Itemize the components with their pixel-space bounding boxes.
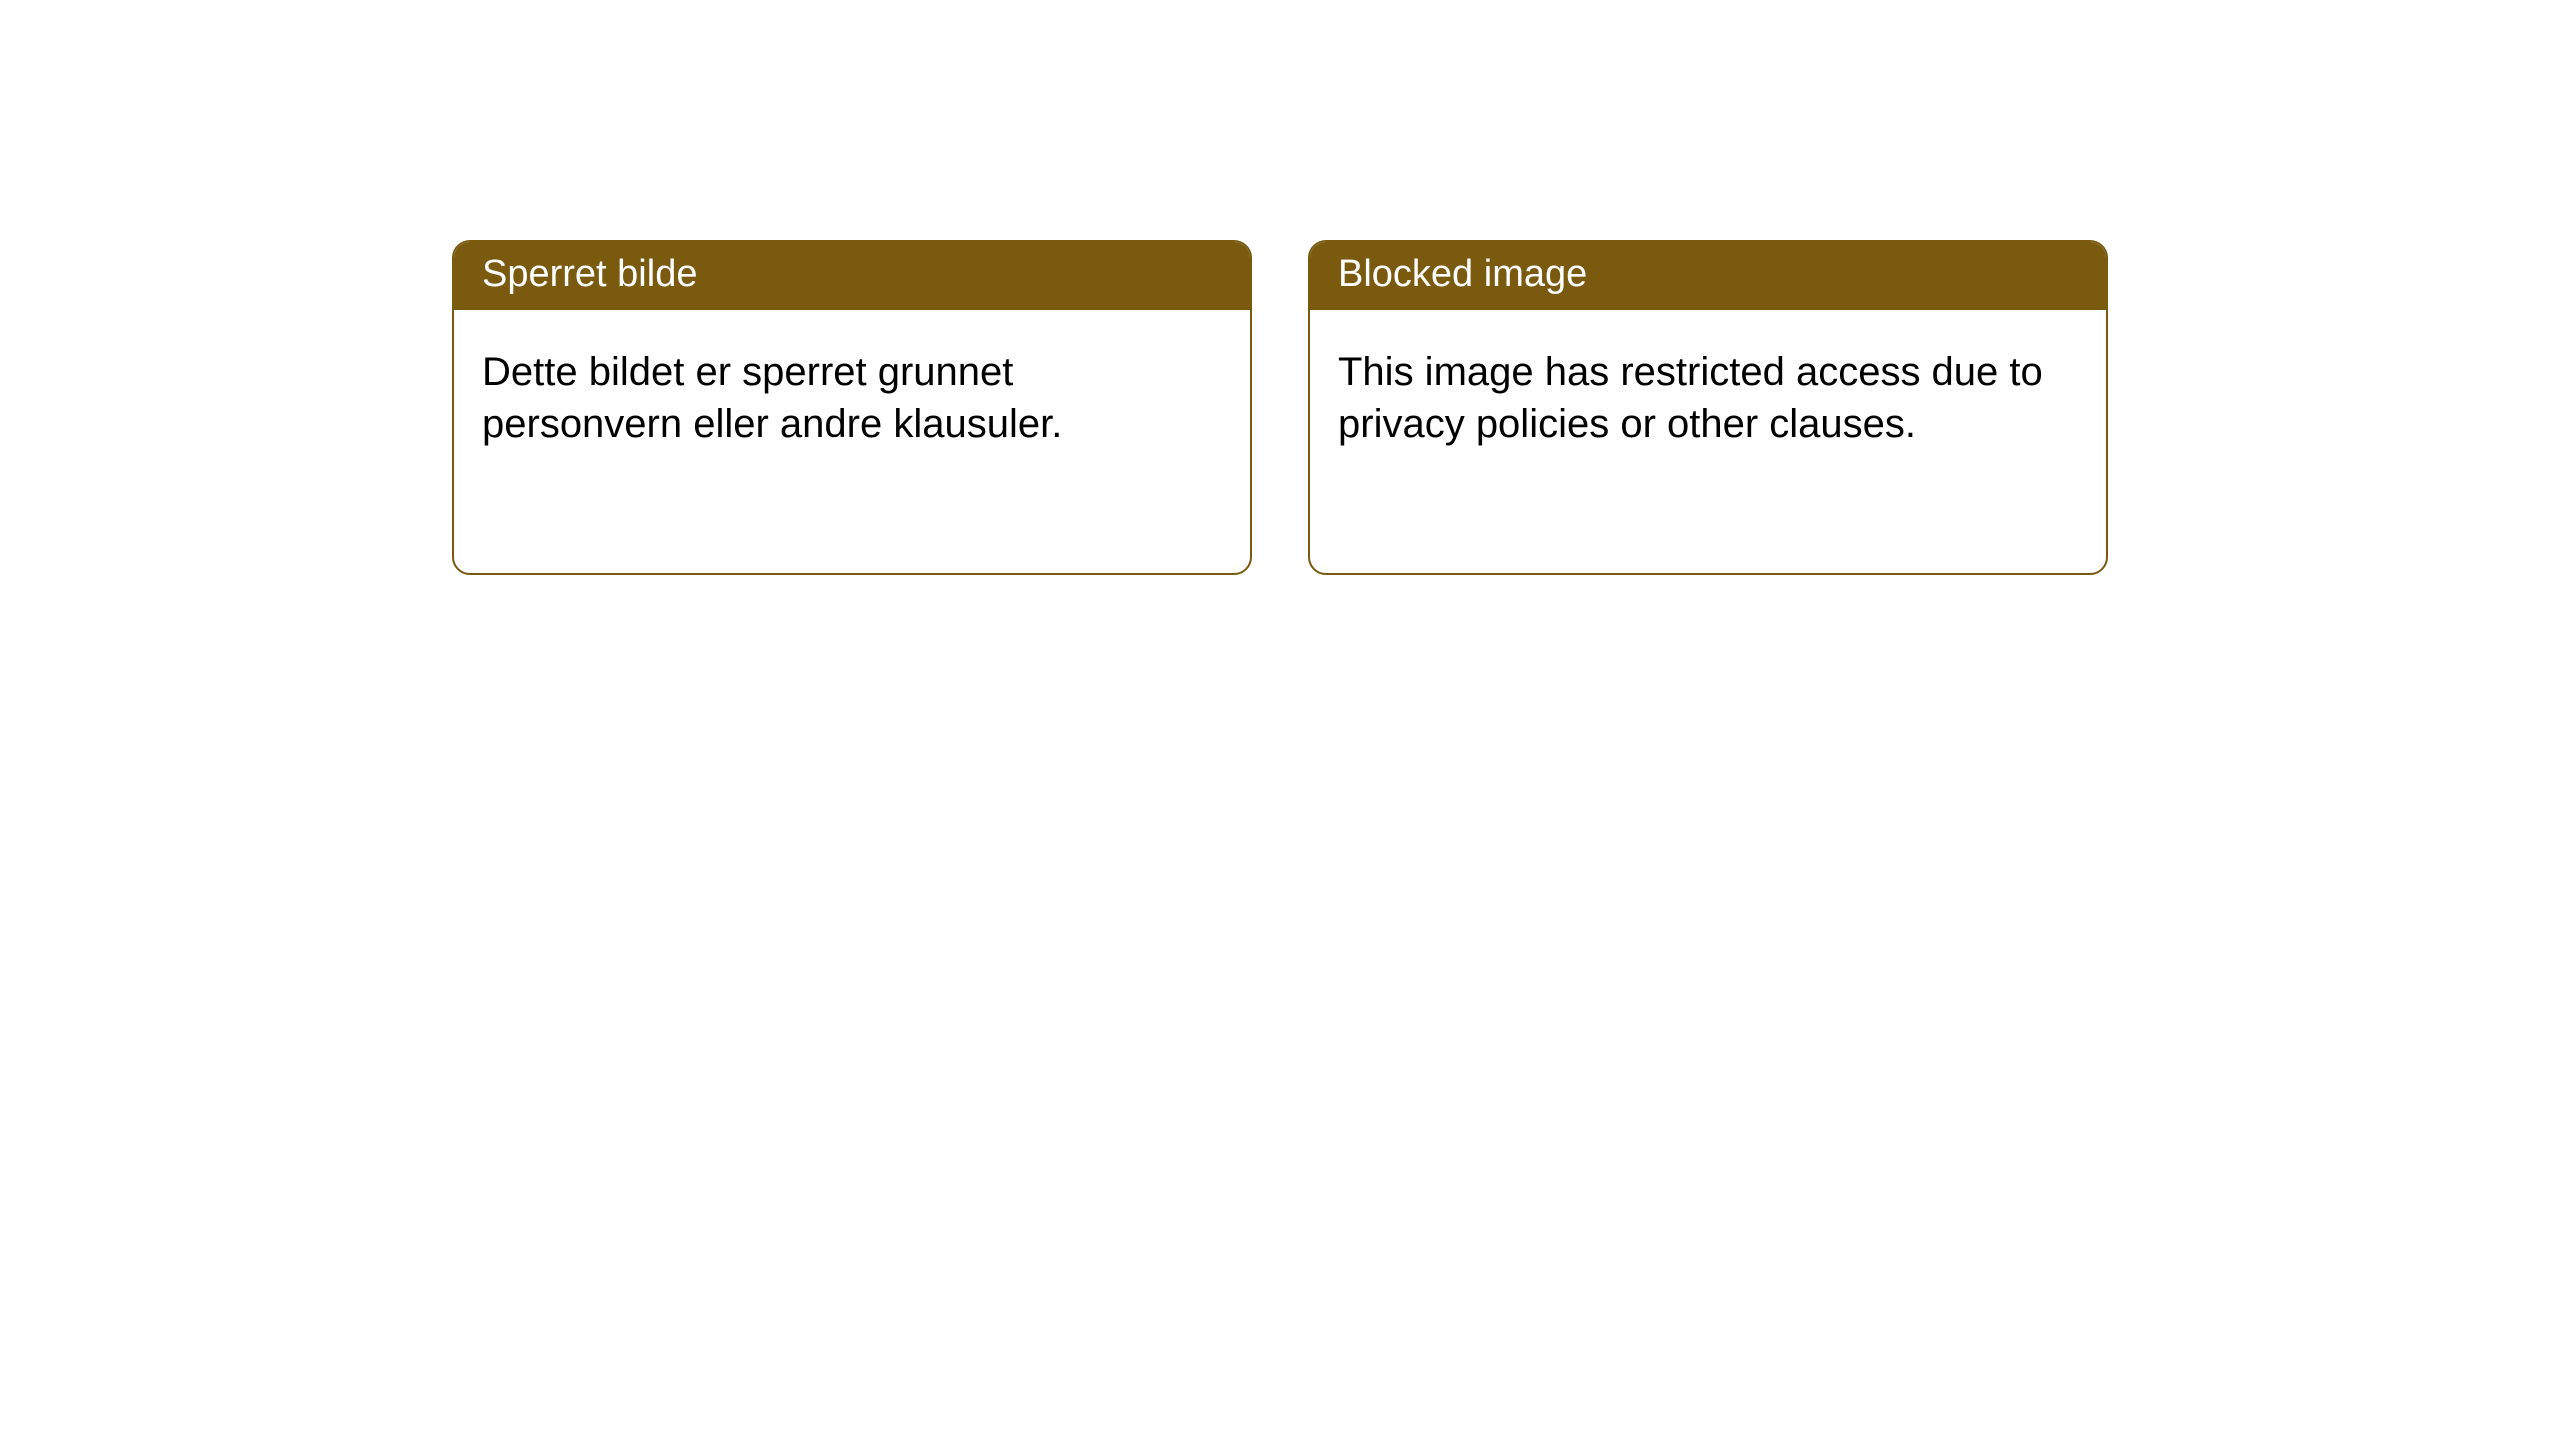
card-container: Sperret bilde Dette bildet er sperret gr… — [0, 0, 2560, 575]
card-body: Dette bildet er sperret grunnet personve… — [454, 310, 1250, 486]
card-body: This image has restricted access due to … — [1310, 310, 2106, 486]
card-header: Sperret bilde — [454, 242, 1250, 310]
card-header: Blocked image — [1310, 242, 2106, 310]
blocked-image-card-no: Sperret bilde Dette bildet er sperret gr… — [452, 240, 1252, 575]
blocked-image-card-en: Blocked image This image has restricted … — [1308, 240, 2108, 575]
